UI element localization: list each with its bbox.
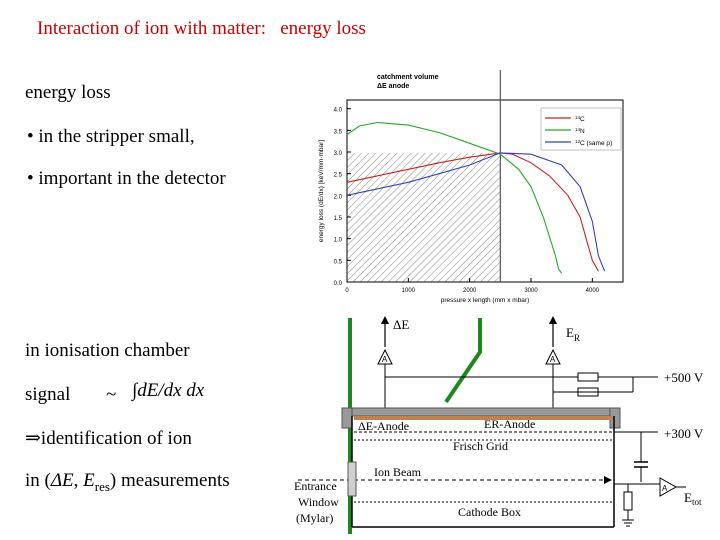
x-tick-label: 4000 [586, 288, 600, 294]
x-tick-label: 2000 [463, 288, 477, 294]
y-axis-label: energy loss (dE/dx) [keV/mm·mbar] [318, 140, 325, 242]
de-anode-label: ΔE-Anode [358, 419, 409, 433]
meas-e-subscript: res [94, 478, 110, 494]
meas-prefix: in ( [25, 470, 51, 491]
bullet-stripper: • in the stripper small, [27, 126, 195, 147]
etot-label: Etot [684, 490, 702, 507]
y-tick-label: 2.0 [334, 194, 343, 200]
y-tick-label: 0.5 [334, 259, 343, 265]
cathode-label: Cathode Box [458, 505, 521, 519]
de-output-label: ΔE [393, 317, 409, 332]
plot-frame [346, 99, 624, 283]
identification-line: ⇒identification of ion [25, 427, 192, 450]
entrance-label-1: Entrance [294, 479, 337, 493]
signal-label: signal [25, 384, 71, 405]
amp-er-label: A [550, 355, 556, 364]
measurement-line: in (ΔE, Eres) measurements [25, 470, 230, 495]
bullet-detector: • important in the detector [27, 168, 226, 189]
y-tick-label: 1.5 [334, 216, 343, 222]
ionisation-chamber-text: in ionisation chamber [25, 340, 190, 361]
energy-loss-heading: energy loss [25, 82, 111, 103]
resistor-1 [577, 372, 599, 382]
catchment-annotation: catchment volume [377, 74, 439, 81]
legend-box [540, 107, 622, 151]
x-tick-label: 1000 [402, 288, 416, 294]
de-arrowhead [381, 316, 389, 324]
er-output-label: ER [566, 325, 580, 343]
y-tick-label: 3.0 [334, 151, 343, 157]
x-tick-label: 0 [345, 288, 349, 294]
meas-suffix: ) measurements [109, 470, 230, 491]
ion-beam-label: Ion Beam [374, 465, 422, 479]
hv500-label: +500 V [664, 370, 704, 385]
green-link-right [444, 318, 482, 404]
entrance-label-2: Window [298, 495, 339, 509]
x-tick-label: 3000 [524, 288, 538, 294]
meas-delta-e: ΔE [50, 470, 74, 491]
resistor-cathode [623, 491, 633, 511]
frisch-grid-label: Frisch Grid [453, 439, 508, 453]
er-arrowhead [549, 316, 557, 324]
ionisation-chamber-diagram: ΔE A ER A +500 V ΔE-Anode ER-Anode Frisc… [294, 316, 704, 534]
amp-de-label: A [382, 355, 388, 364]
y-tick-label: 1.0 [334, 238, 343, 244]
legend-entry-1: 14N [575, 127, 585, 135]
meas-comma: , [73, 470, 84, 491]
ion-beam-arrowhead [604, 476, 612, 484]
meas-e: E [83, 470, 95, 491]
identification-text: identification of ion [40, 428, 192, 449]
series-line-1 [346, 121, 563, 274]
hatched-area [347, 152, 501, 282]
implies-symbol: ⇒ [25, 428, 41, 449]
entrance-label-3: (Mylar) [296, 511, 333, 525]
er-anode-label: ER-Anode [484, 417, 535, 431]
hv300-label: +300 V [664, 426, 704, 441]
y-tick-label: 3.5 [334, 129, 343, 135]
y-tick-label: 2.5 [334, 173, 343, 179]
x-axis-label: pressure x length (mm x mbar) [441, 297, 530, 304]
chamber-lid [345, 407, 617, 417]
amplifier-etot [659, 477, 678, 497]
y-tick-label: 4.0 [334, 108, 343, 114]
series-line-2 [346, 152, 606, 272]
series-line-0 [346, 152, 599, 272]
legend-entry-0: 14C [575, 115, 585, 123]
entrance-window [347, 461, 357, 497]
proportional-sign: ~ [106, 384, 117, 405]
y-tick-label: 0.0 [334, 281, 343, 287]
amp-etot-label: A [662, 484, 668, 493]
energy-loss-chart: 0.0 0.5 1.0 1.5 2.0 2.5 3.0 3.5 4.0 0 1000 2000 3000… [305, 68, 655, 308]
legend-entry-2: 12C (same ρ) [575, 139, 612, 147]
catchment-annotation: ΔE anode [377, 83, 409, 90]
anode-strip [354, 416, 612, 420]
integral-formula: ∫dE/dx dx [132, 380, 205, 401]
slide-title: Interaction of ion with matter: energy l… [37, 18, 366, 39]
